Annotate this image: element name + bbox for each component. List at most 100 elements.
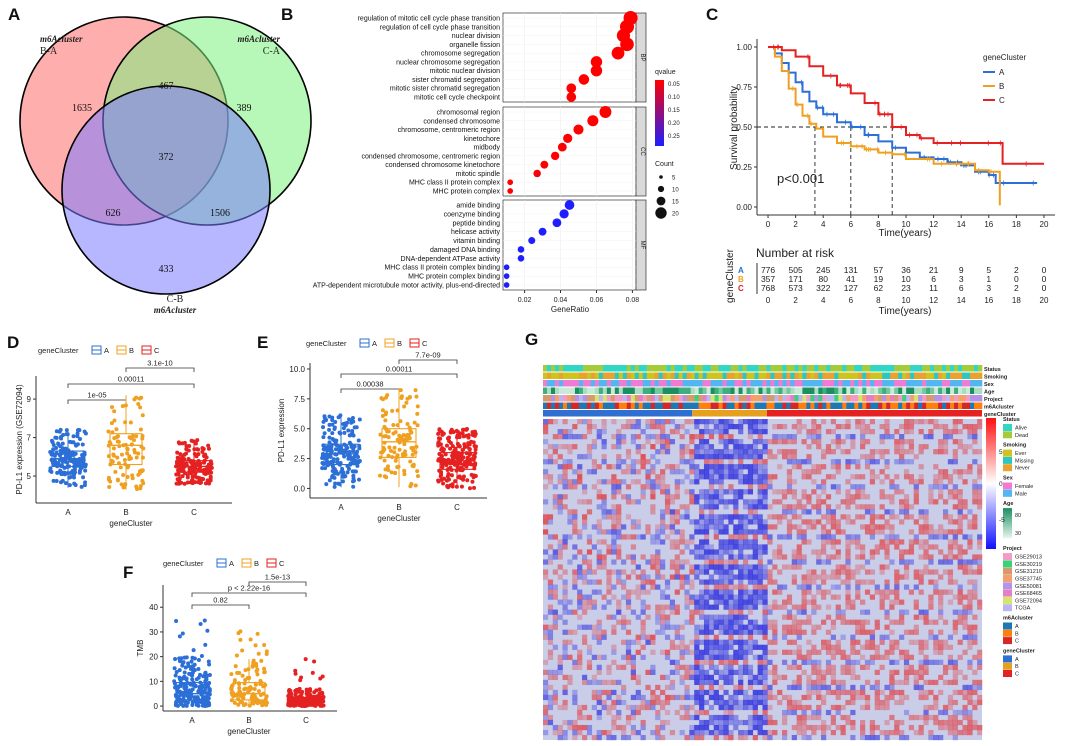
heatmap-cell <box>796 604 802 610</box>
heatmap-cell <box>738 604 744 610</box>
data-point <box>395 453 400 458</box>
heatmap-cell <box>816 584 822 590</box>
data-point <box>83 468 88 473</box>
heatmap-cell <box>967 609 973 615</box>
heatmap-cell <box>869 419 875 425</box>
heatmap-cell <box>816 484 822 490</box>
annotation-cell <box>882 365 887 372</box>
annotation-cell <box>546 387 552 394</box>
heatmap-cell <box>664 509 671 515</box>
heatmap-cell <box>791 489 797 495</box>
significance-bracket <box>398 359 458 364</box>
heatmap-cell <box>757 624 763 630</box>
heatmap-cell <box>557 599 563 605</box>
heatmap-cell <box>674 559 680 565</box>
data-point <box>402 404 407 409</box>
heatmap-cell <box>708 619 715 625</box>
annotation-cell <box>934 372 939 379</box>
annotation-cell <box>578 402 584 409</box>
heatmap-cell <box>806 429 812 435</box>
data-point <box>331 459 336 464</box>
risk-count: 9 <box>959 265 964 275</box>
heatmap-cell <box>908 559 915 565</box>
heatmap-cell <box>728 439 734 445</box>
heatmap-cell <box>947 539 954 545</box>
annotation-cell <box>862 365 867 372</box>
heatmap-cell <box>947 579 954 585</box>
heatmap-cell <box>567 534 573 540</box>
annotation-cell <box>658 402 664 409</box>
heatmap-cell <box>830 544 836 550</box>
heatmap-cell <box>655 549 661 555</box>
heatmap-cell <box>699 629 705 635</box>
legend-size-dot <box>657 185 665 193</box>
heatmap-cell <box>718 544 724 550</box>
data-point <box>453 479 458 484</box>
heatmap-cell <box>835 459 841 465</box>
annotation-cell <box>694 365 699 372</box>
heatmap-cell <box>840 649 846 655</box>
data-point <box>136 451 141 456</box>
data-point <box>229 687 234 692</box>
heatmap-cell <box>786 484 793 490</box>
heatmap-cell <box>772 604 778 610</box>
risk-count: 3 <box>959 274 964 284</box>
heatmap-cell <box>733 494 739 500</box>
heatmap-cell <box>918 639 924 645</box>
heatmap-cell <box>796 559 802 565</box>
annotation-cell <box>798 372 803 379</box>
heatmap-cell <box>972 579 978 585</box>
heatmap-cell <box>703 564 710 570</box>
heatmap-cell <box>894 639 900 645</box>
heatmap-cell <box>962 499 968 505</box>
heatmap-cell <box>640 454 646 460</box>
heatmap-cell <box>816 534 822 540</box>
heatmap-cell <box>928 569 934 575</box>
heatmap-cell <box>664 439 671 445</box>
heatmap-cell <box>708 504 715 510</box>
annotation-cell <box>850 387 855 394</box>
heatmap-cell <box>957 489 963 495</box>
heatmap-cell <box>947 489 954 495</box>
heatmap-cell <box>879 494 885 500</box>
heatmap-cell <box>791 624 797 630</box>
heatmap-cell <box>879 449 885 455</box>
heatmap-cell <box>860 429 866 435</box>
heatmap-cell <box>884 449 890 455</box>
heatmap-cell <box>645 634 651 640</box>
heatmap-cell <box>621 494 627 500</box>
annotation-cell <box>558 402 564 409</box>
heatmap-cell <box>728 589 734 595</box>
heatmap-cell <box>747 664 754 670</box>
heatmap-cell <box>777 489 783 495</box>
heatmap-cell <box>972 559 978 565</box>
heatmap-cell <box>611 514 617 520</box>
heatmap-cell <box>957 619 963 625</box>
heatmap-cell <box>786 439 793 445</box>
data-point <box>207 481 212 486</box>
heatmap-cell <box>635 584 641 590</box>
heatmap-cell <box>889 629 895 635</box>
heatmap-cell <box>972 594 978 600</box>
annotation-cell <box>858 387 863 394</box>
heatmap-cell <box>811 519 817 525</box>
data-point <box>446 472 451 477</box>
data-point <box>408 484 413 489</box>
data-point <box>68 452 73 457</box>
heatmap-cell <box>855 619 861 625</box>
heatmap-cell <box>723 524 729 530</box>
heatmap-cell <box>806 574 812 580</box>
heatmap-cell <box>689 479 695 485</box>
data-point <box>467 452 472 457</box>
heatmap-cell <box>708 499 715 505</box>
annotation-cell <box>770 372 775 379</box>
go-term-label: condensed chromosome kinetochore <box>385 162 500 169</box>
heatmap-cell <box>923 569 929 575</box>
heatmap-cell <box>913 489 919 495</box>
heatmap-cell <box>596 464 602 470</box>
heatmap-cell <box>655 424 661 430</box>
heatmap-cell <box>645 474 651 480</box>
heatmap-cell <box>699 524 705 530</box>
annotation-cell <box>778 380 783 387</box>
heatmap-cell <box>601 454 607 460</box>
